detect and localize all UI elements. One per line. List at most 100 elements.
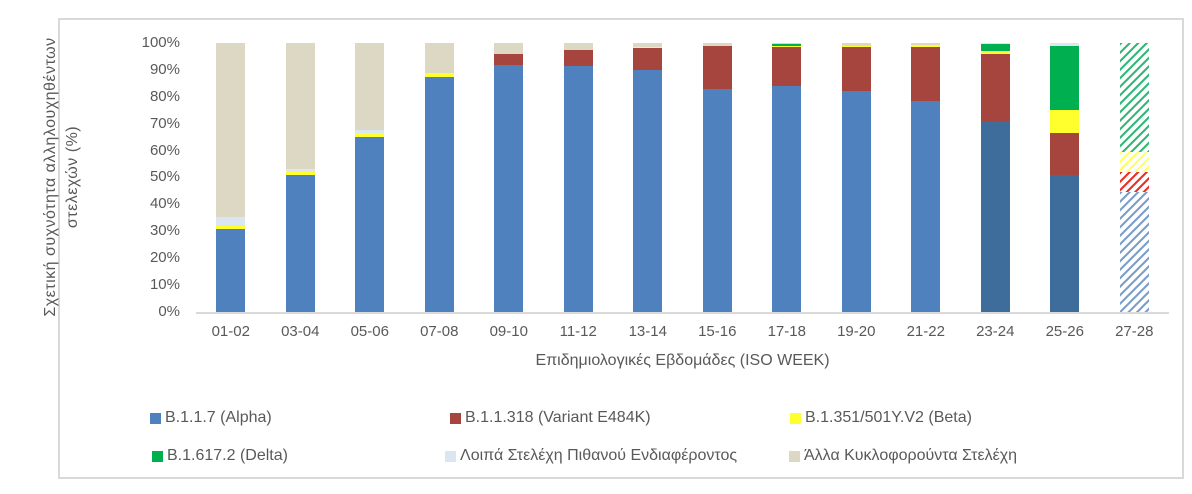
segment-e484k <box>563 49 593 66</box>
bar-slot <box>405 43 475 312</box>
segment-alpha <box>424 76 454 312</box>
stacked-bar-25-26 <box>1050 43 1080 312</box>
y-tick-label: 40% <box>149 195 180 213</box>
segment-alpha <box>911 100 941 312</box>
segment-loipa <box>216 216 246 226</box>
y-tick-label: 30% <box>149 222 180 240</box>
segment-alla <box>494 43 524 54</box>
segment-alla <box>285 43 315 170</box>
segment-alla <box>424 43 454 73</box>
segment-beta <box>911 45 941 48</box>
bar-slot <box>1100 43 1170 312</box>
stacked-bar-09-10 <box>494 43 524 312</box>
x-tick-label: 11-12 <box>559 323 597 340</box>
segment-alpha <box>702 88 732 312</box>
bar-slot <box>613 43 683 312</box>
legend-swatch-icon <box>152 450 163 462</box>
segment-delta <box>1119 43 1149 152</box>
y-tick-label: 70% <box>149 114 180 132</box>
segment-alla <box>633 43 663 47</box>
segment-alla <box>702 43 732 46</box>
x-tick-label: 19-20 <box>837 323 876 340</box>
segment-beta <box>633 46 663 49</box>
bar-slot <box>891 43 961 312</box>
bar-slot <box>683 43 753 312</box>
bar-slot <box>266 43 336 312</box>
segment-e484k <box>1050 133 1080 175</box>
bar-slot <box>1030 43 1100 312</box>
x-tick-label: 05-06 <box>350 323 389 340</box>
y-tick-label: 80% <box>149 87 180 105</box>
stacked-bar-05-06 <box>355 43 385 312</box>
stacked-bar-07-08 <box>424 43 454 312</box>
segment-alpha <box>980 121 1010 312</box>
x-tick-label: 13-14 <box>628 323 667 340</box>
legend-label: B.1.1.7 (Alpha) <box>165 409 272 426</box>
legend-item-loipa: Λοιπά Στελέχη Πιθανού Ενδιαφέροντος <box>445 446 737 466</box>
x-tick-label: 23-24 <box>976 323 1015 340</box>
segment-beta <box>980 51 1010 54</box>
x-tick-label: 17-18 <box>767 323 806 340</box>
x-axis-title: Επιδημιολογικές Εβδομάδες (ISO WEEK) <box>535 352 830 369</box>
legend-item-alla: Άλλα Κυκλοφορούντα Στελέχη <box>789 446 1017 466</box>
segment-alpha <box>633 69 663 312</box>
stacked-bar-27-28 <box>1119 43 1149 312</box>
stacked-bar-11-12 <box>563 43 593 312</box>
x-tick-label: 03-04 <box>281 323 320 340</box>
legend-swatch-icon <box>150 412 161 424</box>
stacked-bar-19-20 <box>841 43 871 312</box>
segment-loipa <box>355 130 385 134</box>
stacked-bar-21-22 <box>911 43 941 312</box>
y-tick-label: 50% <box>149 168 180 186</box>
segment-alpha <box>841 91 871 312</box>
segment-alpha <box>1119 192 1149 312</box>
x-tick-label: 27-28 <box>1115 323 1154 340</box>
segment-e484k <box>772 47 802 87</box>
legend-swatch-icon <box>790 412 801 424</box>
segment-e484k <box>702 45 732 89</box>
bar-slot <box>822 43 892 312</box>
segment-e484k <box>980 53 1010 122</box>
bar-slot <box>335 43 405 312</box>
segment-alla <box>216 43 246 217</box>
segment-alpha <box>216 228 246 312</box>
bar-slot <box>196 43 266 312</box>
segment-beta <box>1119 151 1149 173</box>
x-tick-label: 15-16 <box>698 323 737 340</box>
segment-e484k <box>911 47 941 101</box>
x-tick-label: 01-02 <box>211 323 250 340</box>
legend-item-e484k: B.1.1.318 (Variant E484K) <box>450 408 651 428</box>
segment-beta <box>841 45 871 48</box>
segment-delta <box>980 44 1010 52</box>
bars <box>196 43 1169 312</box>
stacked-bar-23-24 <box>980 43 1010 312</box>
segment-alla <box>911 43 941 46</box>
legend-item-delta: B.1.617.2 (Delta) <box>152 446 288 466</box>
segment-beta <box>355 133 385 138</box>
segment-alla <box>563 43 593 50</box>
bar-slot <box>961 43 1031 312</box>
segment-beta <box>285 172 315 175</box>
segment-loipa <box>1050 43 1080 46</box>
stacked-bar-03-04 <box>285 43 315 312</box>
y-tick-label: 60% <box>149 141 180 159</box>
bar-slot <box>544 43 614 312</box>
segment-alpha <box>563 65 593 312</box>
y-tick-label: 10% <box>149 276 180 294</box>
segment-alpha <box>1050 174 1080 312</box>
segment-e484k <box>494 53 524 65</box>
segment-delta <box>772 44 802 46</box>
bar-slot <box>752 43 822 312</box>
y-axis-ticks: 100% 90% 80% 70% 60% 50% 40% 30% 20% 10% 0% <box>90 34 180 321</box>
bar-slot <box>474 43 544 312</box>
segment-e484k <box>633 48 663 70</box>
plot-area <box>196 43 1169 314</box>
legend-item-alpha: B.1.1.7 (Alpha) <box>150 408 272 428</box>
stacked-bar-13-14 <box>633 43 663 312</box>
legend-swatch-icon <box>789 450 800 462</box>
segment-alpha <box>285 174 315 312</box>
y-tick-label: 90% <box>149 60 180 78</box>
segment-alpha <box>494 64 524 312</box>
